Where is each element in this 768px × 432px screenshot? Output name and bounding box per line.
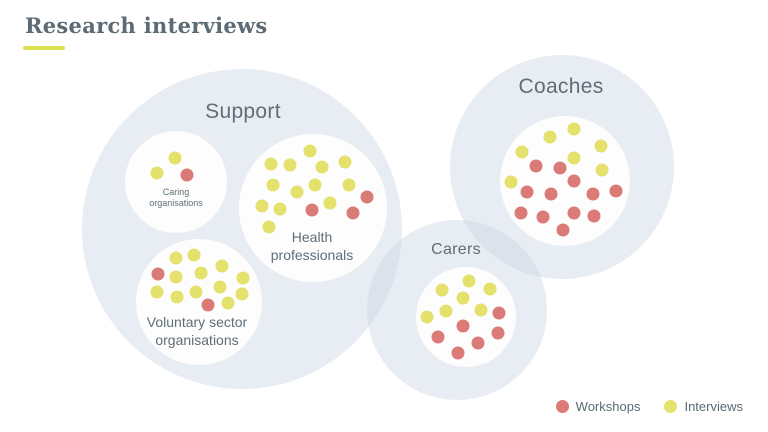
interview-dot (567, 122, 581, 136)
workshop-dot (553, 161, 567, 175)
workshop-dot (556, 223, 570, 237)
workshop-dot (201, 298, 215, 312)
workshop-dot (431, 330, 445, 344)
interview-dot (169, 270, 183, 284)
legend-label-interviews: Interviews (684, 399, 743, 414)
workshop-dot (360, 190, 374, 204)
interview-dot (435, 283, 449, 297)
interview-dot (474, 303, 488, 317)
health-professionals-label: Health professionals (271, 228, 354, 264)
voluntary-sector-organisations-label: Voluntary sector organisations (147, 313, 247, 349)
interview-dot (504, 175, 518, 189)
interview-dot (213, 280, 227, 294)
legend-item-workshops: Workshops (555, 399, 641, 414)
legend-label-workshops: Workshops (575, 399, 641, 414)
interview-dot (236, 271, 250, 285)
interview-dot (308, 178, 322, 192)
caring-organisations-label-line: Caring (162, 187, 190, 197)
interview-dot (194, 266, 208, 280)
health-professionals-label-line: Health (291, 229, 333, 245)
workshop-dot (491, 326, 505, 340)
interview-dot (189, 285, 203, 299)
interview-dot (456, 291, 470, 305)
workshop-dot (536, 210, 550, 224)
legend: Workshops Interviews (555, 399, 743, 414)
workshop-dot (520, 185, 534, 199)
legend-item-interviews: Interviews (664, 399, 743, 414)
interview-dot (338, 155, 352, 169)
interview-dot (303, 144, 317, 158)
interview-dot (567, 151, 581, 165)
workshop-dot (586, 187, 600, 201)
workshop-dot (567, 206, 581, 220)
interview-dot (168, 151, 182, 165)
workshop-dot (305, 203, 319, 217)
interview-dot-icon (664, 400, 678, 413)
interview-dot (150, 285, 164, 299)
workshop-dot (451, 346, 465, 360)
interview-dot (290, 185, 304, 199)
workshop-dot (514, 206, 528, 220)
interview-dot (420, 310, 434, 324)
interview-dot (439, 304, 453, 318)
workshop-dot (609, 184, 623, 198)
interview-dot (170, 290, 184, 304)
workshop-dot (587, 209, 601, 223)
workshop-dot (346, 206, 360, 220)
caring-organisations-circle (125, 131, 227, 233)
voluntary-sector-organisations-label-line: organisations (155, 332, 239, 348)
health-professionals-label-line: professionals (270, 247, 354, 263)
interview-dot (595, 163, 609, 177)
workshop-dot (180, 168, 194, 182)
workshop-dot (529, 159, 543, 173)
caring-organisations-label: Caring organisations (149, 187, 203, 209)
workshop-dot-icon (555, 400, 569, 413)
interview-dot (169, 251, 183, 265)
carers-label: Carers (431, 241, 481, 258)
interview-dot (266, 178, 280, 192)
interview-dot (483, 282, 497, 296)
interview-dot (235, 287, 249, 301)
page-title: Research interviews (25, 13, 268, 38)
interview-dot (150, 166, 164, 180)
workshop-dot (492, 306, 506, 320)
workshop-dot (544, 187, 558, 201)
interview-dot (215, 259, 229, 273)
interview-dot (594, 139, 608, 153)
interview-dot (283, 158, 297, 172)
interview-dot (264, 157, 278, 171)
interview-dot (515, 145, 529, 159)
workshop-dot (456, 319, 470, 333)
interview-dot (462, 274, 476, 288)
workshop-dot (471, 336, 485, 350)
interview-dot (342, 178, 356, 192)
support-label: Support (205, 100, 281, 123)
voluntary-sector-organisations-label-line: Voluntary sector (146, 314, 248, 330)
interview-dot (221, 296, 235, 310)
voluntary-sector-organisations-circle (136, 239, 262, 365)
interview-dot (543, 130, 557, 144)
interview-dot (315, 160, 329, 174)
interview-dot (255, 199, 269, 213)
workshop-dot (151, 267, 165, 281)
interview-dot (187, 248, 201, 262)
caring-organisations-label-line: organisations (149, 198, 203, 208)
interview-dot (273, 202, 287, 216)
workshop-dot (567, 174, 581, 188)
interview-dot (323, 196, 337, 210)
coaches-label: Coaches (518, 75, 604, 98)
interview-dot (262, 220, 276, 234)
title-underline (23, 46, 65, 50)
